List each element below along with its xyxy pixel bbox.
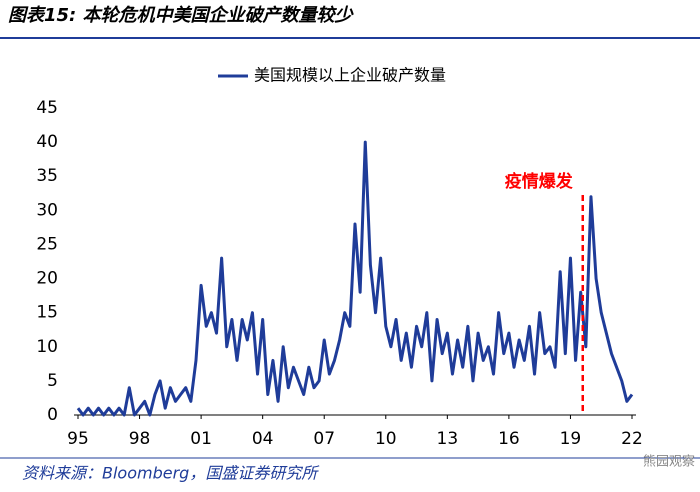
y-tick-label: 45 xyxy=(36,98,58,118)
chart-title: 图表15: 本轮危机中美国企业破产数量较少 xyxy=(8,5,355,26)
x-tick-label: 95 xyxy=(67,429,89,449)
series-line xyxy=(76,140,634,417)
y-tick-label: 30 xyxy=(36,200,58,220)
watermark: 熊园观察 xyxy=(643,454,695,470)
x-tick-label: 01 xyxy=(190,429,212,449)
y-tick-label: 20 xyxy=(36,269,58,289)
y-tick-label: 15 xyxy=(36,303,58,323)
y-tick-label: 0 xyxy=(47,405,58,425)
annotation-text: 疫情爆发 xyxy=(505,171,574,192)
x-tick-label: 07 xyxy=(313,429,335,449)
source: 资料来源：Bloomberg，国盛证券研究所 xyxy=(22,464,320,483)
x-tick-label: 10 xyxy=(375,429,397,449)
y-tick-label: 40 xyxy=(36,132,58,152)
y-tick-label: 25 xyxy=(36,234,58,254)
x-tick-label: 19 xyxy=(560,429,582,449)
x-tick-label: 22 xyxy=(621,429,643,449)
x-tick-label: 13 xyxy=(437,429,459,449)
x-tick-label: 04 xyxy=(252,429,274,449)
x-tick-label: 98 xyxy=(129,429,151,449)
y-tick-label: 5 xyxy=(47,371,58,391)
y-tick-label: 10 xyxy=(36,337,58,357)
legend-label: 美国规模以上企业破产数量 xyxy=(254,66,446,85)
x-tick-label: 16 xyxy=(498,429,520,449)
y-tick-label: 35 xyxy=(36,166,58,186)
